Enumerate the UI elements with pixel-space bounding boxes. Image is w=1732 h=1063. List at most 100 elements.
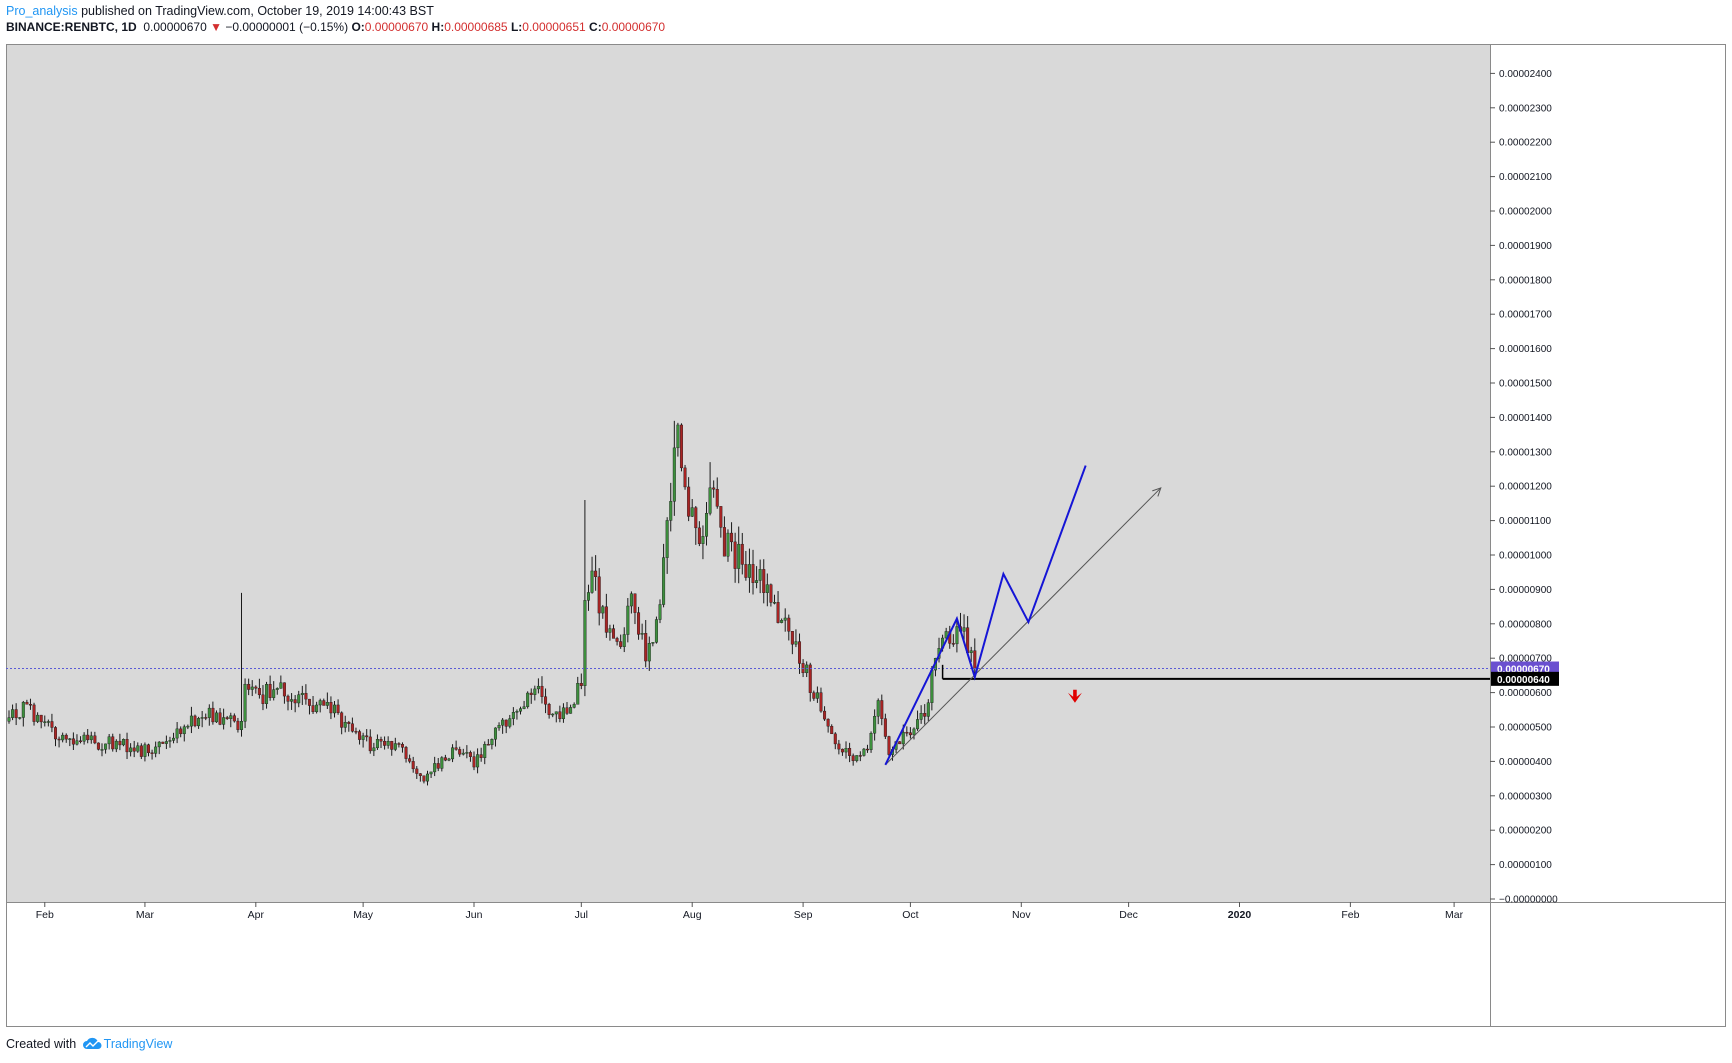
candle [93, 735, 97, 744]
tradingview-brand[interactable]: TradingView [103, 1037, 173, 1051]
candle [815, 692, 819, 699]
x-tick-label: May [353, 909, 374, 921]
x-tick-label: Nov [1012, 909, 1031, 921]
candle [222, 717, 226, 725]
x-tick-label: Mar [136, 909, 155, 921]
candle [744, 564, 748, 578]
candle [687, 486, 691, 517]
candle [490, 739, 494, 746]
candle [443, 757, 447, 761]
candle [701, 536, 705, 544]
candle [365, 735, 369, 738]
candle [243, 683, 247, 722]
y-tick-label: 0.00002200 [1499, 138, 1552, 149]
trend-arrow-head [1152, 487, 1162, 497]
candle [400, 744, 404, 748]
symbol-label: BINANCE:RENBTC, 1D [6, 20, 137, 34]
time-axis-area[interactable] [6, 902, 1490, 1027]
candle [558, 711, 562, 720]
y-tick-label: 0.00000800 [1499, 619, 1552, 630]
candle [665, 520, 669, 558]
close-label: C: [589, 20, 602, 34]
candle [658, 604, 662, 620]
candle [544, 696, 548, 705]
plot-area[interactable] [6, 44, 1490, 902]
candle [533, 688, 537, 695]
y-tick-label: 0.00000300 [1499, 791, 1552, 802]
candle [830, 726, 834, 735]
candle [96, 742, 100, 750]
candle [712, 487, 716, 490]
candle [529, 692, 533, 695]
candle [483, 744, 487, 758]
candle [633, 593, 637, 613]
candle [697, 527, 701, 544]
candle [57, 738, 61, 741]
candle [18, 717, 22, 719]
candle [268, 684, 272, 698]
candle [848, 748, 852, 756]
candle [161, 741, 165, 744]
candle [730, 532, 734, 543]
candle [772, 602, 776, 604]
candle [139, 745, 143, 757]
candle [354, 731, 358, 733]
candle [833, 733, 837, 745]
candle [50, 721, 54, 728]
candle [865, 748, 869, 751]
chart-header: Pro_analysis published on TradingView.co… [6, 4, 1726, 36]
candle [740, 543, 744, 565]
candle [898, 741, 902, 745]
candle [776, 602, 780, 623]
candle [207, 707, 211, 718]
candle [358, 731, 362, 740]
candle [679, 424, 683, 469]
candle [798, 641, 802, 664]
candle [386, 741, 390, 746]
candle [955, 626, 959, 645]
candle [14, 709, 18, 719]
candle [182, 726, 186, 735]
candle [11, 709, 15, 718]
y-tick-label: 0.00001600 [1499, 344, 1552, 355]
candle [969, 650, 973, 654]
x-tick-label: Sep [794, 909, 813, 921]
candle [39, 714, 43, 723]
candle [905, 731, 909, 734]
candle [343, 721, 347, 728]
x-tick-label: Dec [1119, 909, 1138, 921]
candle [282, 682, 286, 697]
candle [755, 580, 759, 583]
candle [340, 712, 344, 728]
candle [350, 723, 354, 732]
candle [232, 715, 236, 722]
candle [515, 711, 519, 713]
candle [333, 704, 337, 714]
candle [769, 584, 773, 603]
low-label: L: [510, 20, 523, 34]
candle [855, 755, 859, 762]
projection-pattern[interactable] [884, 465, 1087, 766]
candle [522, 706, 526, 709]
candle [526, 692, 530, 707]
candle [519, 708, 523, 712]
candle [826, 718, 830, 727]
candle [962, 627, 966, 632]
candle [433, 763, 437, 773]
candle [408, 758, 412, 762]
candle [329, 702, 333, 714]
candle [690, 507, 694, 517]
price-axis-area[interactable] [1490, 44, 1726, 902]
candle [54, 727, 58, 740]
candle [880, 700, 884, 719]
candle [36, 714, 40, 722]
candle [322, 700, 326, 706]
chart-frame[interactable]: −0.00000000 0.00000100 0.00000200 0.0000030… [6, 44, 1726, 1027]
candle [404, 747, 408, 759]
trend-line[interactable] [885, 487, 1162, 766]
candle [780, 620, 784, 623]
y-tick-label: 0.00002000 [1499, 207, 1552, 218]
x-tick-label: Feb [36, 909, 54, 921]
price-chart[interactable]: −0.00000000 0.00000100 0.00000200 0.0000030… [6, 44, 1726, 1027]
author-link[interactable]: Pro_analysis [6, 4, 78, 18]
